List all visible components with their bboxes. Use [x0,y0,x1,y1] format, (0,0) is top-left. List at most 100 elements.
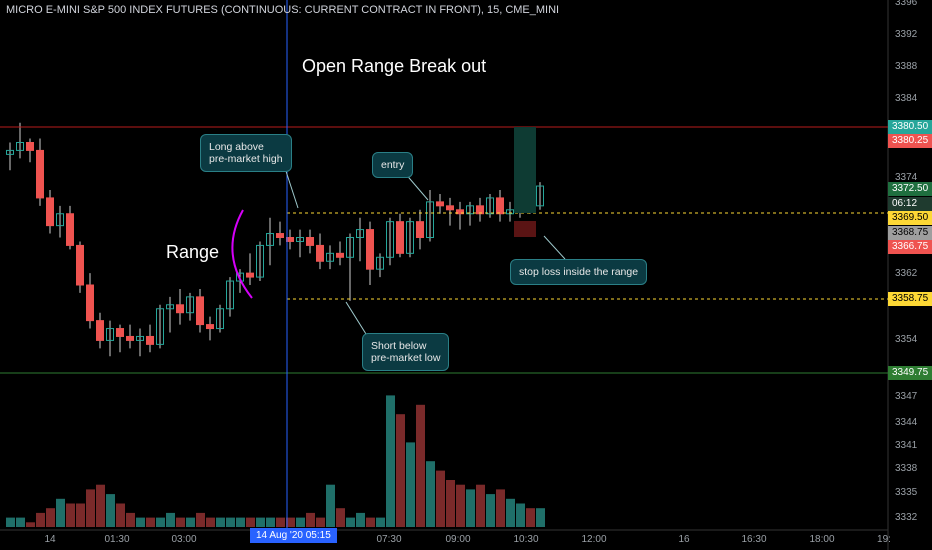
volume-bar [536,508,545,527]
volume-bar [296,517,305,527]
volume-bar [176,517,185,527]
candle-body [226,280,234,310]
candle-body [506,209,514,215]
volume-bar [16,517,25,527]
y-tick: 3374 [895,172,918,183]
stop-zone [514,221,536,237]
x-tick: 16 [678,534,690,545]
volume-bar [56,498,65,527]
volume-bar [516,503,525,527]
volume-bar [406,442,415,527]
volume-bar [316,517,325,527]
volume-bar [186,517,195,527]
volume-bar [146,517,155,527]
candle-body [476,205,484,215]
y-tick: 3335 [895,487,918,498]
y-tick: 3354 [895,334,918,345]
volume-bar [476,484,485,527]
volume-bar [236,517,245,527]
x-tick: 03:00 [171,534,197,545]
price-label-3380-50: 3380.50 [888,120,932,134]
candle-body [286,237,294,242]
volume-bar [486,494,495,527]
candle-body [266,233,274,246]
candle-body [306,237,314,246]
volume-bar [376,517,385,527]
y-tick: 3396 [895,0,918,8]
candle-body [536,185,544,207]
volume-bar [286,517,295,527]
candle-body [326,252,334,262]
price-label-3372-50: 3372.50 [888,182,932,196]
price-label-3366-75: 3366.75 [888,240,932,254]
candle-body [26,142,34,151]
candle-body [436,201,444,207]
volume-bar [396,414,405,527]
volume-bar [346,517,355,527]
candle-body [206,324,214,330]
candle-body [16,142,24,151]
volume-bar [166,512,175,527]
candle-body [56,213,64,227]
candle-body [36,149,44,199]
candle-body [386,221,394,258]
volume-bar [426,461,435,527]
candle-body [126,335,134,341]
candle-body [446,205,454,211]
volume-bar [276,517,285,527]
volume-bar [26,522,35,527]
candle-body [76,244,84,286]
price-label-3369-50: 3369.50 [888,211,932,225]
y-tick: 3332 [895,512,918,523]
pointer-stop-loss [543,235,566,260]
candle-body [366,229,374,270]
candle-body [296,237,304,242]
volume-bar [196,512,205,527]
candle-body [416,221,424,239]
volume-bars [6,395,545,527]
candle-body [186,296,194,314]
volume-bar [96,484,105,527]
candle-body [116,328,124,337]
candle-body [316,244,324,262]
callout-stop-loss: stop loss inside the range [510,259,648,285]
volume-bar [446,480,455,527]
candle-body [46,197,54,227]
x-tick: 07:30 [376,534,402,545]
x-tick: 10:30 [513,534,539,545]
pointer-short-below [345,301,367,335]
volume-bar [46,508,55,527]
candle-body [216,308,224,330]
grid [0,0,889,550]
volume-bar [126,512,135,527]
price-label-3380-25: 3380.25 [888,134,932,148]
volume-bar [496,489,505,527]
volume-bar [156,517,165,527]
candle-body [86,284,94,322]
candle-body [376,256,384,270]
candle-body [96,320,104,341]
candle-body [136,335,144,341]
x-tick: 19: [877,534,891,545]
candle-body [396,221,404,254]
y-tick: 3347 [895,391,918,402]
volume-bar [456,484,465,527]
y-tick: 3362 [895,268,918,279]
volume-bar [526,508,535,527]
volume-bar [306,512,315,527]
candle-body [156,308,164,345]
x-tick: 14 [44,534,56,545]
candle-body [176,304,184,314]
crosshair-time-label: 14 Aug '20 05:15 [250,528,337,543]
overlays [0,0,888,530]
volume-bar [6,517,15,527]
price-label-3358-75: 3358.75 [888,292,932,306]
candle-body [276,233,284,239]
x-tick: 01:30 [104,534,130,545]
x-tick: 12:00 [581,534,607,545]
candle-body [336,252,344,258]
headline-text: Open Range Break out [302,56,487,76]
candle-body [486,197,494,215]
